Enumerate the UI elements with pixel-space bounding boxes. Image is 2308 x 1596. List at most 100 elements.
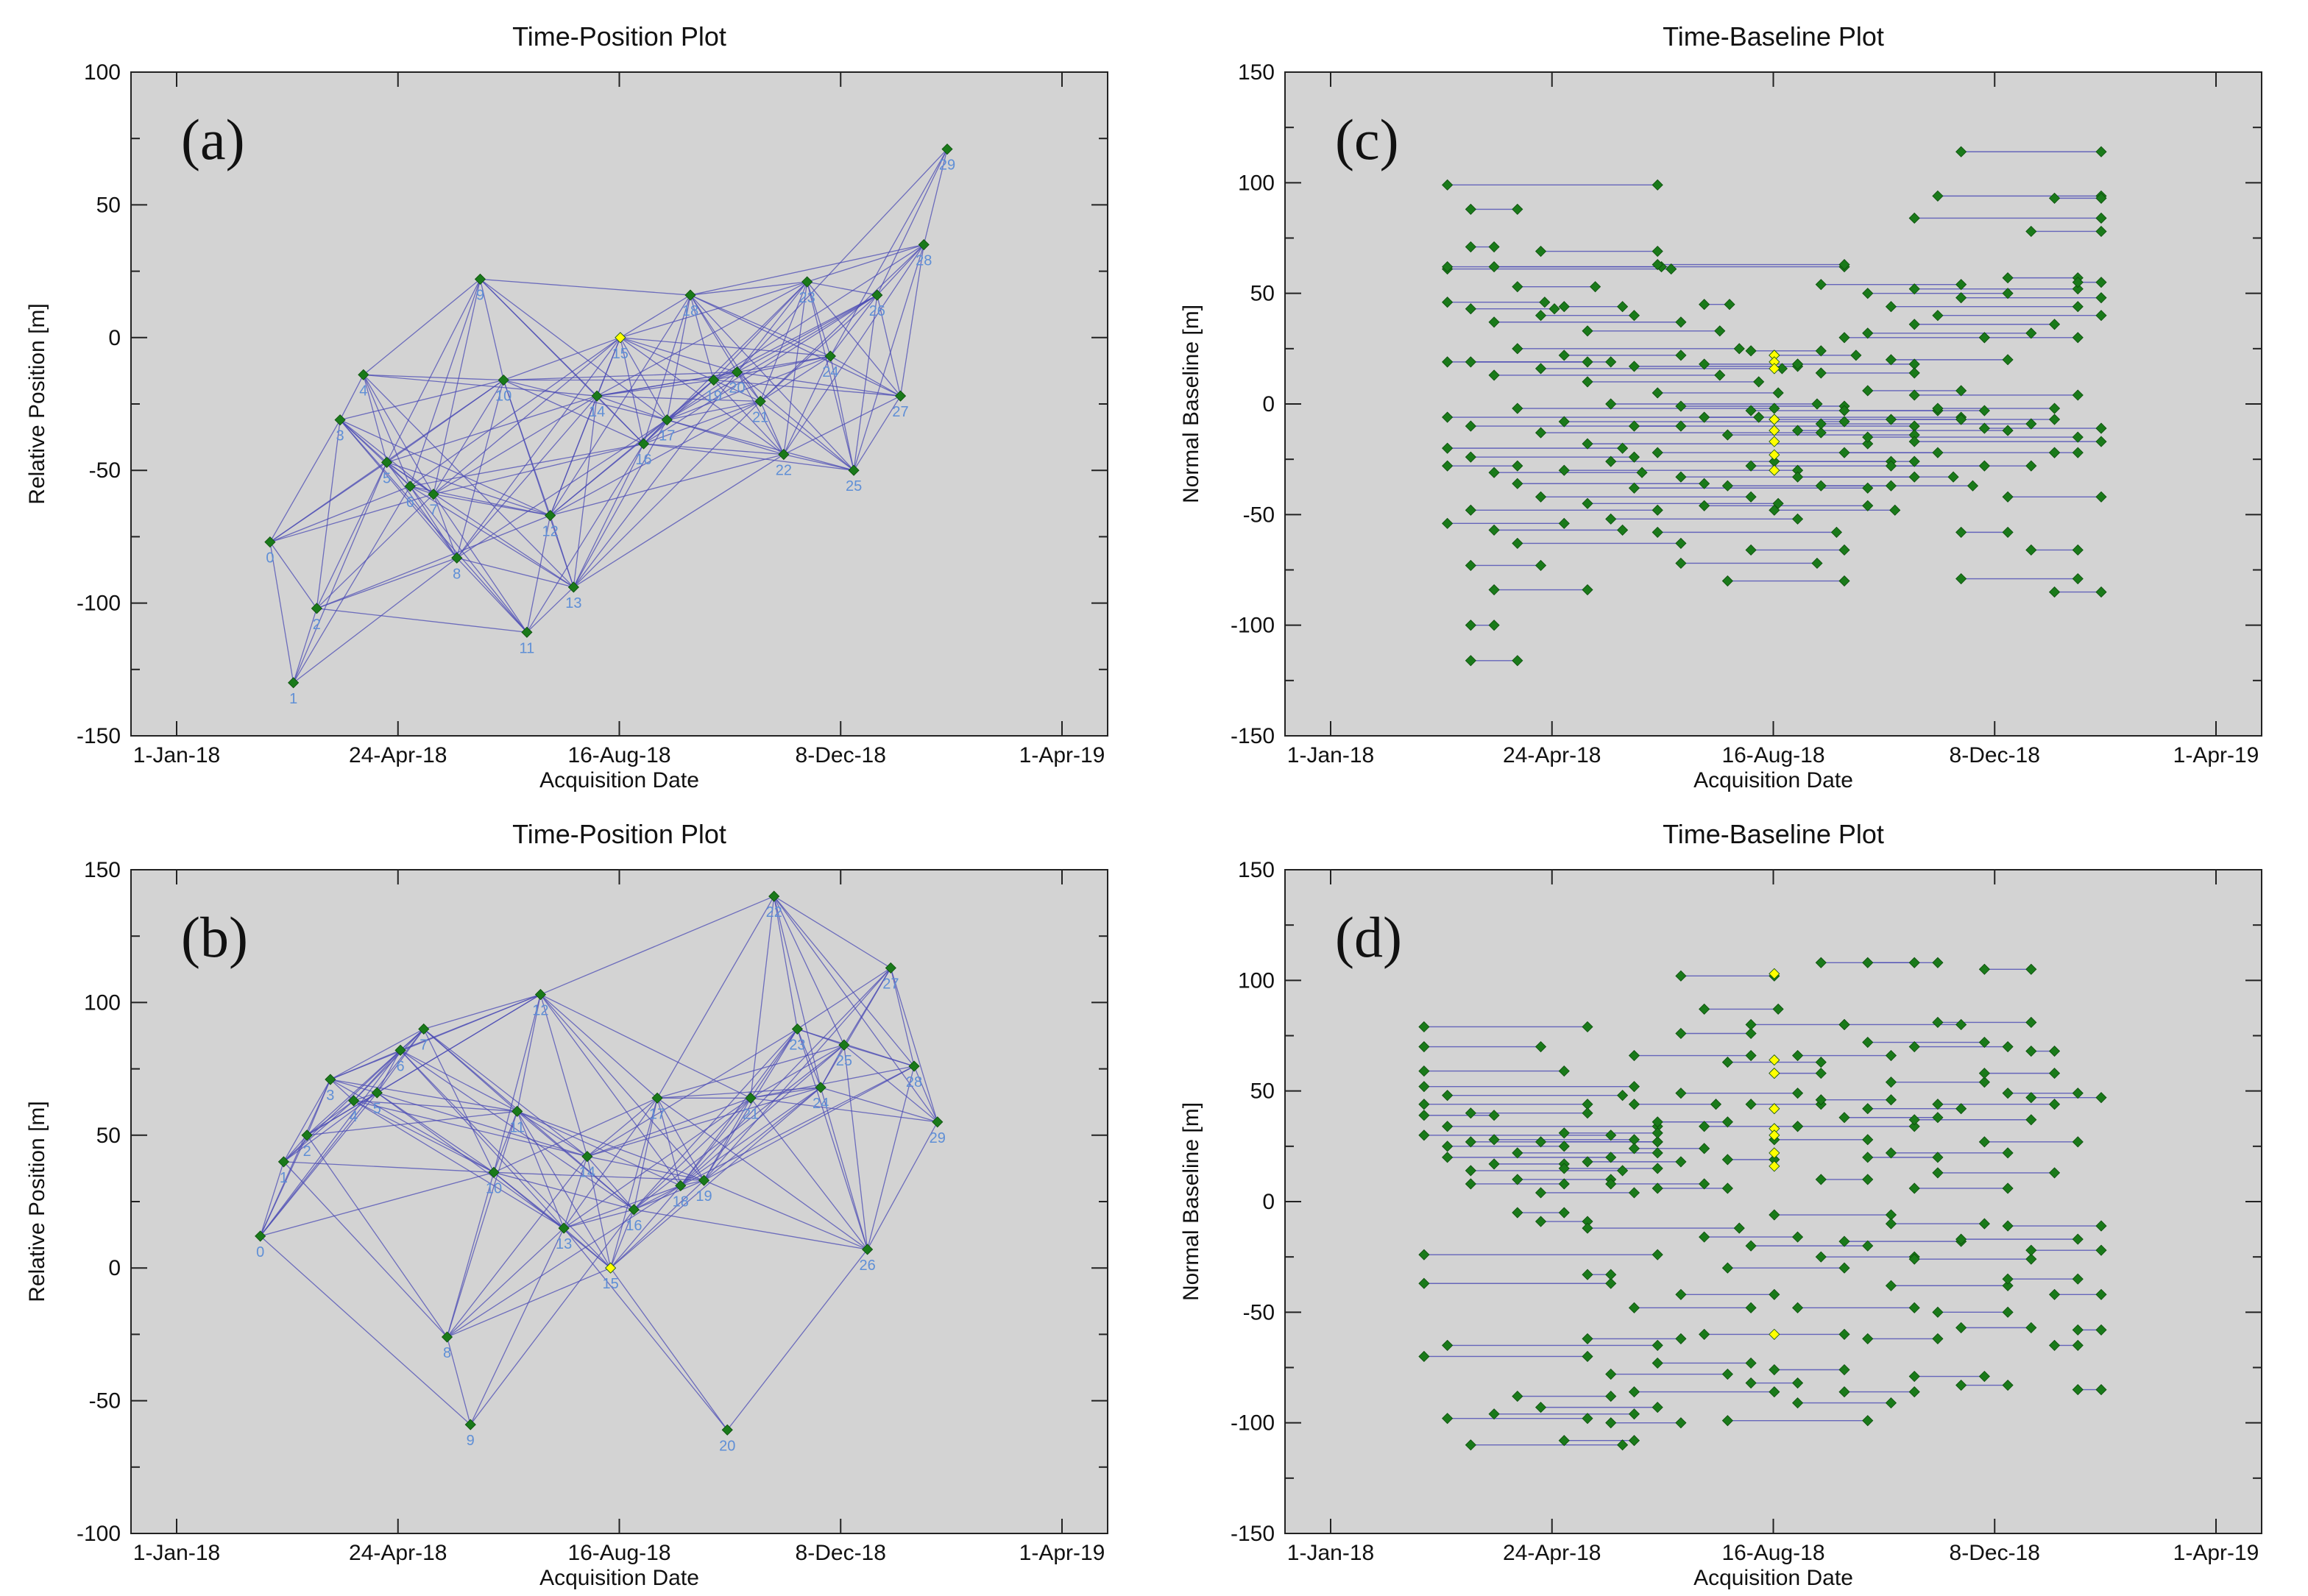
- acquisition-point: [2048, 1045, 2061, 1057]
- x-tick-label: 24-Apr-18: [1503, 743, 1601, 767]
- acquisition-point: [1932, 1099, 1944, 1110]
- network-edge: [853, 244, 924, 471]
- acquisition-point: [1955, 1379, 1967, 1391]
- acquisition-point: [1885, 301, 1897, 313]
- network-edge: [737, 294, 878, 373]
- network-edge: [807, 244, 924, 283]
- acquisition-point: [1932, 957, 1944, 968]
- acquisition-point: [637, 438, 650, 450]
- acquisition-point: [1675, 537, 1687, 549]
- acquisition-point: [1539, 297, 1551, 308]
- acquisition-point: [1652, 1357, 1663, 1369]
- acquisition-point: [1558, 1178, 1570, 1190]
- point-label: 28: [906, 1074, 922, 1090]
- network-edge: [446, 1111, 518, 1338]
- acquisition-point: [1442, 1141, 1454, 1152]
- acquisition-point: [932, 1116, 944, 1128]
- acquisition-point: [558, 1222, 570, 1234]
- network-edge: [306, 1079, 331, 1136]
- acquisition-point: [498, 374, 509, 386]
- acquisition-point: [1512, 281, 1523, 293]
- point-label: 9: [467, 1433, 475, 1449]
- acquisition-point: [1699, 299, 1710, 311]
- acquisition-point: [1512, 1207, 1523, 1219]
- network-edge: [690, 294, 854, 471]
- acquisition-point: [1862, 327, 1874, 339]
- point-label: 7: [420, 1037, 428, 1053]
- acquisition-point: [1838, 1235, 1850, 1247]
- network-edge: [587, 1028, 798, 1157]
- acquisition-point: [1955, 1233, 1967, 1245]
- network-edge: [667, 400, 761, 421]
- acquisition-point: [1978, 963, 1990, 975]
- acquisition-point: [2002, 491, 2014, 503]
- acquisition-point: [441, 1331, 453, 1343]
- acquisition-point: [2048, 1339, 2061, 1351]
- acquisition-point: [1978, 1136, 1990, 1148]
- network-edge: [269, 542, 317, 609]
- acquisition-point: [1488, 369, 1500, 381]
- acquisition-point: [1465, 451, 1476, 463]
- network-edge: [386, 461, 574, 588]
- acquisition-point: [1675, 557, 1687, 570]
- network-edge: [550, 400, 761, 517]
- network-edge: [899, 244, 924, 397]
- acquisition-point: [1675, 1027, 1687, 1040]
- network-edge: [634, 1180, 704, 1210]
- network-edge: [726, 1249, 868, 1430]
- x-tick-label: 1-Apr-19: [1019, 1541, 1105, 1565]
- network-edge: [260, 1049, 401, 1237]
- chart-a-svg: Time-Position Plot100500-50-100-1501-Jan…: [25, 21, 1108, 792]
- acquisition-point: [1488, 620, 1500, 631]
- acquisition-point: [2025, 1322, 2037, 1333]
- network-edge: [433, 443, 644, 495]
- acquisition-point: [1534, 1136, 1547, 1148]
- acquisition-point: [894, 390, 907, 402]
- point-label: 24: [822, 364, 838, 380]
- acquisition-point: [2095, 1324, 2107, 1336]
- network-edge: [666, 372, 737, 421]
- acquisition-point: [1978, 460, 1990, 472]
- acquisition-point: [1675, 1333, 1687, 1344]
- acquisition-point: [1488, 1110, 1500, 1121]
- network-edge: [400, 1028, 425, 1051]
- acquisition-point: [1605, 1152, 1617, 1163]
- acquisition-point: [1932, 1306, 1944, 1318]
- acquisition-point: [2072, 1339, 2084, 1351]
- network-edge: [493, 1171, 704, 1181]
- acquisition-point: [1418, 1040, 1430, 1053]
- x-tick-label: 1-Jan-18: [1287, 743, 1374, 767]
- acquisition-point: [591, 390, 603, 402]
- y-tick-label: 100: [84, 60, 121, 85]
- acquisition-point: [1838, 1262, 1850, 1274]
- acquisition-point: [1745, 1240, 1757, 1252]
- acquisition-point: [1465, 241, 1476, 253]
- network-edge: [597, 379, 714, 397]
- y-tick-label: 100: [1238, 171, 1275, 195]
- acquisition-point: [2095, 277, 2107, 288]
- network-edge: [643, 443, 854, 471]
- network-edge: [760, 281, 808, 402]
- network-edge: [690, 294, 738, 373]
- acquisition-point: [511, 1105, 523, 1117]
- network-edge: [433, 395, 598, 495]
- acquisition-point: [1582, 1107, 1593, 1119]
- network-edge: [376, 1092, 495, 1173]
- x-tick-label: 16-Aug-18: [1721, 743, 1824, 767]
- acquisition-point: [1721, 1182, 1733, 1194]
- acquisition-point: [1488, 524, 1500, 536]
- y-tick-label: -100: [1231, 1411, 1275, 1436]
- network-edge: [363, 374, 598, 397]
- network-edge: [316, 494, 434, 609]
- acquisition-point: [371, 1087, 383, 1099]
- network-edge: [330, 1079, 378, 1093]
- acquisition-point: [1582, 584, 1593, 596]
- acquisition-point: [1652, 1249, 1663, 1260]
- network-edge: [737, 372, 854, 471]
- network-edge: [376, 1092, 564, 1229]
- panel-b: Time-Position Plot 150 100 50 0 -50 -100 1-Jan-…: [0, 798, 1154, 1592]
- network-edge: [703, 1029, 798, 1181]
- x-axis-label: Acquisition Date: [1693, 1566, 1853, 1590]
- acquisition-point: [1862, 957, 1874, 968]
- acquisition-point: [1769, 1209, 1780, 1221]
